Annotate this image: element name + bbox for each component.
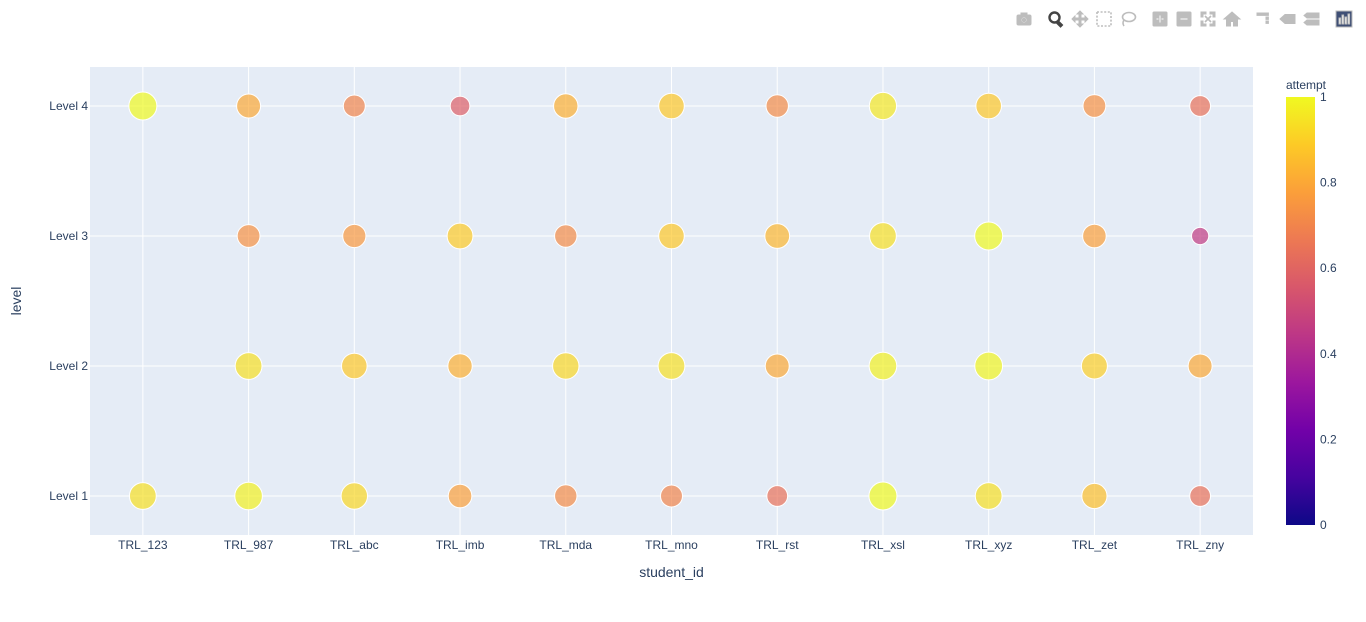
data-point[interactable]	[1081, 482, 1108, 510]
home-button[interactable]	[1222, 9, 1242, 29]
zoom-out-icon	[1176, 11, 1192, 27]
data-point[interactable]	[342, 223, 367, 249]
camera-button[interactable]	[1014, 9, 1034, 29]
hover-closest-button[interactable]	[1278, 9, 1298, 29]
x-tick-label: TRL_123	[118, 538, 168, 552]
colorbar-tick-label: 1	[1320, 90, 1327, 104]
autoscale-icon	[1200, 11, 1216, 27]
x-tick-label: TRL_xsl	[861, 538, 905, 552]
x-tick-label: TRL_zet	[1072, 538, 1118, 552]
data-point[interactable]	[449, 95, 471, 117]
plotly-logo-button[interactable]	[1334, 9, 1354, 29]
hover-closest-icon	[1279, 14, 1296, 24]
pan-button[interactable]	[1070, 9, 1090, 29]
data-point[interactable]	[658, 222, 685, 250]
y-tick-label: Level 3	[49, 229, 88, 243]
data-point[interactable]	[766, 485, 789, 507]
data-point[interactable]	[553, 93, 579, 119]
data-point[interactable]	[342, 94, 366, 118]
zoom-in-button[interactable]	[1150, 9, 1170, 29]
data-point[interactable]	[128, 91, 158, 121]
pan-icon	[1071, 10, 1089, 28]
spike-lines-icon	[1256, 12, 1269, 24]
data-point[interactable]	[1191, 226, 1210, 246]
autoscale-button[interactable]	[1198, 9, 1218, 29]
y-tick-label: Level 4	[49, 99, 88, 113]
x-tick-label: TRL_xyz	[965, 538, 1012, 552]
data-point[interactable]	[1080, 352, 1108, 380]
data-point[interactable]	[868, 481, 898, 511]
x-axis-title: student_id	[639, 564, 704, 580]
hover-compare-icon	[1303, 12, 1320, 26]
data-point[interactable]	[447, 483, 473, 509]
data-point[interactable]	[1082, 94, 1107, 118]
data-point[interactable]	[660, 484, 683, 508]
colorbar-tick-labels: 0 0.2 0.4 0.6 0.8 1	[1320, 90, 1337, 532]
data-point[interactable]	[1187, 353, 1213, 379]
lasso-select-button[interactable]	[1118, 9, 1138, 29]
data-point[interactable]	[765, 94, 789, 118]
data-point[interactable]	[975, 92, 1002, 120]
data-point[interactable]	[657, 352, 686, 380]
zoom-in-icon	[1152, 11, 1168, 27]
data-point[interactable]	[341, 352, 368, 380]
data-point[interactable]	[974, 221, 1004, 251]
colorbar-tick-label: 0.2	[1320, 432, 1337, 446]
camera-icon	[1016, 12, 1032, 26]
hover-compare-button[interactable]	[1302, 9, 1322, 29]
data-point[interactable]	[869, 222, 897, 250]
data-point[interactable]	[554, 224, 578, 248]
colorbar-tick-label: 0.4	[1320, 347, 1337, 361]
plotly-logo-icon	[1335, 10, 1353, 28]
colorbar	[1286, 97, 1315, 525]
data-point[interactable]	[974, 482, 1003, 510]
data-point[interactable]	[446, 222, 474, 250]
y-tick-labels: Level 1 Level 2 Level 3 Level 4	[49, 99, 88, 503]
data-point[interactable]	[868, 91, 898, 121]
spike-lines-button[interactable]	[1254, 9, 1274, 29]
x-tick-label: TRL_abc	[330, 538, 379, 552]
zoom-out-button[interactable]	[1174, 9, 1194, 29]
x-tick-label: TRL_987	[224, 538, 274, 552]
zoom-icon	[1048, 11, 1064, 28]
data-point[interactable]	[764, 353, 790, 379]
data-point[interactable]	[128, 482, 157, 510]
zoom-button[interactable]	[1046, 9, 1066, 29]
x-tick-labels: TRL_123 TRL_987 TRL_abc TRL_imb TRL_mda TRL_m…	[118, 538, 1224, 552]
colorbar-tick-label: 0.6	[1320, 261, 1337, 275]
colorbar-title: attempt	[1286, 78, 1327, 92]
y-tick-label: Level 1	[49, 489, 88, 503]
data-point[interactable]	[236, 93, 262, 119]
colorbar-tick-label: 0.8	[1320, 176, 1337, 190]
colorbar-tick-label: 0	[1320, 518, 1327, 532]
data-point[interactable]	[236, 224, 261, 248]
x-tick-label: TRL_imb	[436, 538, 485, 552]
lasso-select-icon	[1121, 11, 1137, 27]
data-point[interactable]	[658, 92, 685, 120]
data-points	[128, 91, 1213, 511]
data-point[interactable]	[234, 481, 263, 511]
x-tick-label: TRL_rst	[756, 538, 799, 552]
data-point[interactable]	[1189, 95, 1212, 117]
data-point[interactable]	[447, 353, 473, 379]
x-tick-label: TRL_mno	[645, 538, 698, 552]
home-icon	[1222, 11, 1242, 27]
data-point[interactable]	[764, 223, 791, 249]
x-tick-label: TRL_zny	[1176, 538, 1224, 552]
modebar	[1014, 9, 1354, 29]
data-point[interactable]	[1082, 223, 1107, 249]
y-tick-label: Level 2	[49, 359, 88, 373]
data-point[interactable]	[554, 484, 578, 508]
data-point[interactable]	[1189, 485, 1212, 507]
data-point[interactable]	[234, 352, 263, 380]
data-point[interactable]	[868, 351, 898, 381]
y-axis-title: level	[8, 287, 24, 316]
data-point[interactable]	[552, 352, 580, 380]
data-point[interactable]	[340, 482, 369, 510]
data-point[interactable]	[974, 351, 1004, 381]
x-tick-label: TRL_mda	[539, 538, 592, 552]
